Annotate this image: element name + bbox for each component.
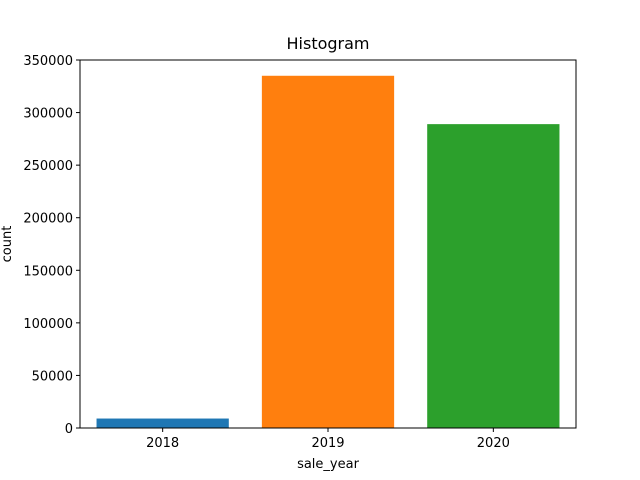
y-axis-label: count — [0, 226, 15, 263]
x-tick-label: 2019 — [311, 436, 344, 451]
y-tick-label: 250000 — [23, 159, 73, 174]
y-tick-label: 100000 — [23, 317, 73, 332]
bar-2018 — [96, 418, 229, 428]
y-axis-ticks: 0 50000 100000 150000 200000 250000 300000 3500… — [23, 54, 80, 437]
y-tick-label: 350000 — [23, 54, 73, 69]
y-tick-label: 150000 — [23, 264, 73, 279]
y-tick-label: 50000 — [32, 369, 73, 384]
bar-2020 — [427, 124, 560, 428]
x-axis-label: sale_year — [297, 457, 360, 472]
bar-2019 — [261, 75, 395, 429]
y-tick-label: 0 — [65, 422, 73, 437]
x-tick-label: 2020 — [477, 436, 510, 451]
y-tick-label: 200000 — [23, 212, 73, 227]
y-tick-label: 300000 — [23, 107, 73, 122]
x-tick-label: 2018 — [146, 436, 179, 451]
bars-group — [96, 75, 560, 429]
plot-frame — [79, 59, 577, 429]
x-axis-ticks: 2018 2019 2020 — [146, 428, 510, 451]
chart-title: Histogram — [287, 34, 370, 53]
